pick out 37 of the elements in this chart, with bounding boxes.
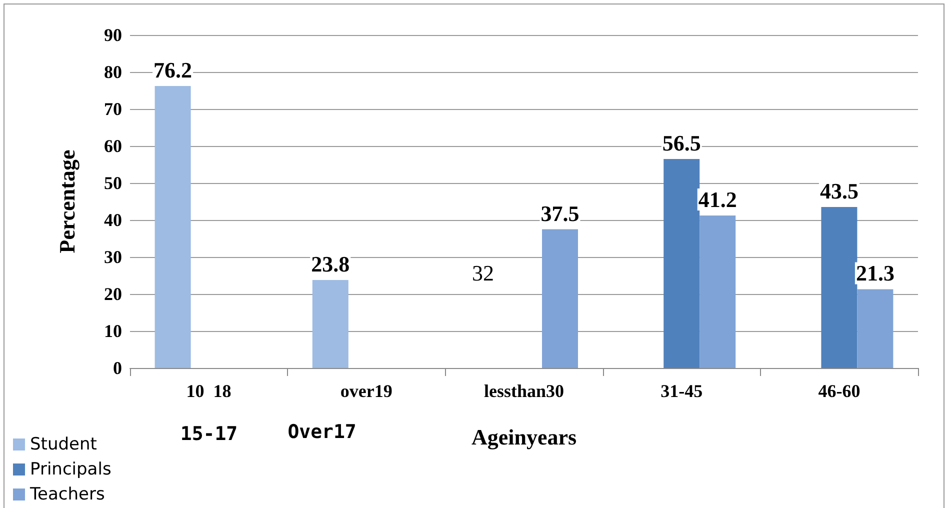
x-tick-label: 10 18	[186, 381, 232, 401]
bar	[154, 86, 191, 368]
data-label: 56.5	[662, 130, 701, 156]
x-tick-label: 46-60	[818, 381, 860, 401]
legend-label: Teachers	[29, 484, 105, 504]
data-label: 43.5	[820, 178, 858, 204]
x-axis-title: Ageinyears	[471, 424, 577, 450]
y-tick-label: 20	[104, 284, 122, 304]
bar	[700, 216, 736, 368]
text: 15-17	[180, 423, 238, 445]
legend-label: Principals	[30, 460, 112, 480]
bar	[857, 289, 894, 368]
y-tick-label: 30	[104, 247, 122, 267]
y-tick-label: 90	[104, 25, 122, 45]
data-label: 21.3	[856, 260, 894, 286]
y-tick-label: 80	[104, 62, 122, 82]
data-label: 37.5	[540, 200, 580, 226]
data-label: 23.8	[311, 251, 350, 276]
bar	[664, 158, 700, 368]
y-tick-label: 40	[104, 210, 122, 230]
x-tick-label: over19	[340, 381, 392, 401]
annotation: 32	[472, 260, 494, 286]
data-label: 76.2	[154, 58, 192, 83]
y-tick-label: 10	[104, 321, 122, 341]
y-tick-label: 0	[113, 358, 122, 378]
legend-label: Student	[30, 434, 98, 454]
text: Over17	[288, 421, 356, 443]
x-tick-label: 31-45	[660, 381, 703, 401]
data-label: 41.2	[698, 187, 737, 212]
bar	[821, 207, 858, 368]
bar	[542, 229, 578, 368]
y-axis-title: Percentage	[54, 150, 80, 254]
y-tick-label: 60	[104, 136, 122, 156]
y-tick-label: 70	[104, 99, 122, 119]
bar	[312, 280, 348, 368]
x-tick-label: lessthan30	[484, 381, 564, 401]
y-tick-label: 50	[104, 173, 122, 193]
